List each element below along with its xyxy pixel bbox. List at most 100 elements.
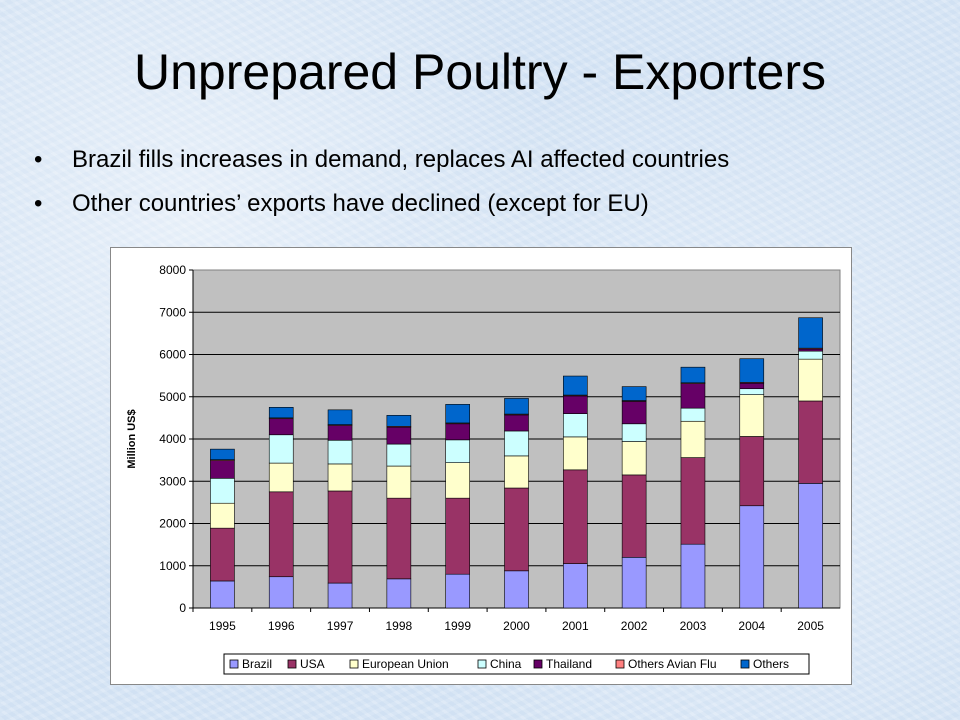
bar-segment bbox=[210, 448, 235, 461]
bar-segment bbox=[504, 487, 529, 572]
legend-swatch bbox=[477, 659, 487, 669]
bar-segment bbox=[327, 439, 353, 465]
y-axis-label: Million US$ bbox=[126, 409, 138, 468]
x-tick-label: 2004 bbox=[738, 619, 765, 633]
x-tick-label: 1995 bbox=[209, 619, 236, 633]
bar-segment bbox=[739, 382, 765, 390]
legend-swatch bbox=[533, 659, 543, 669]
bar-segment bbox=[563, 375, 588, 396]
legend-swatch bbox=[229, 659, 239, 669]
bar-segment bbox=[739, 394, 765, 437]
bar-segment bbox=[386, 443, 412, 467]
bar-segment bbox=[621, 401, 647, 425]
bar-segment bbox=[210, 502, 235, 529]
x-tick-label: 2000 bbox=[503, 619, 530, 633]
bar-segment bbox=[621, 556, 647, 609]
bar-segment bbox=[798, 400, 823, 484]
bullet-item: • Other countries’ exports have declined… bbox=[30, 182, 955, 226]
x-tick-label: 2005 bbox=[797, 619, 824, 633]
bar-segment bbox=[268, 434, 294, 464]
legend-label: Thailand bbox=[546, 657, 592, 671]
bar-segment bbox=[445, 439, 470, 463]
bar-segment bbox=[680, 366, 706, 384]
bar-segment bbox=[386, 465, 412, 499]
y-tick-label: 5000 bbox=[159, 390, 186, 404]
bar-segment bbox=[563, 436, 588, 471]
bar-segment bbox=[268, 418, 294, 436]
bar-segment bbox=[327, 425, 353, 441]
bar-segment bbox=[621, 423, 647, 442]
y-tick-label: 3000 bbox=[159, 474, 186, 488]
bullet-text: Other countries’ exports have declined (… bbox=[72, 190, 649, 217]
bar-segment bbox=[268, 576, 294, 609]
y-tick-label: 6000 bbox=[159, 348, 186, 362]
chart-container: 0 1000 2000 3000 4000 5000 6000 7000 8000 Million… bbox=[110, 247, 852, 685]
bullet-text: Brazil fills increases in demand, replac… bbox=[72, 146, 730, 173]
legend-label: China bbox=[490, 657, 522, 671]
bar-segment bbox=[798, 358, 823, 402]
bar-segment bbox=[386, 497, 412, 580]
legend-label: USA bbox=[300, 657, 325, 671]
bar-segment bbox=[268, 407, 294, 419]
bar-segment bbox=[563, 413, 588, 438]
bar-segment bbox=[680, 543, 706, 609]
bar-segment bbox=[798, 350, 823, 360]
bar-segment bbox=[445, 462, 470, 499]
bar-segment bbox=[327, 409, 353, 425]
legend-swatch bbox=[615, 659, 625, 669]
bar-segment bbox=[621, 441, 647, 476]
bar-segment bbox=[386, 415, 412, 427]
y-tick-label: 1000 bbox=[159, 559, 186, 573]
bar-segment bbox=[680, 420, 706, 458]
legend-swatch bbox=[740, 659, 750, 669]
bar-segment bbox=[445, 497, 470, 575]
bar-segment bbox=[739, 505, 765, 609]
legend-label: Brazil bbox=[242, 657, 272, 671]
bar-segment bbox=[680, 383, 706, 409]
bullet-list: • Brazil fills increases in demand, repl… bbox=[30, 138, 955, 226]
bar-segment bbox=[739, 436, 765, 507]
x-tick-label: 2002 bbox=[621, 619, 648, 633]
bullet-glyph: • bbox=[34, 146, 43, 173]
bar-segment bbox=[739, 358, 765, 383]
bar-segment bbox=[268, 462, 294, 493]
legend-swatch bbox=[287, 659, 297, 669]
bar-segment bbox=[504, 414, 529, 432]
bar-segment bbox=[798, 317, 823, 349]
y-tick-label: 0 bbox=[179, 601, 186, 615]
bar-segment bbox=[680, 407, 706, 422]
bar-segment bbox=[327, 463, 353, 492]
legend-label: Others Avian Flu bbox=[628, 657, 717, 671]
bar-segment bbox=[210, 527, 235, 582]
bar-segment bbox=[563, 563, 588, 609]
x-tick-label: 1997 bbox=[327, 619, 354, 633]
x-tick-label: 1996 bbox=[268, 619, 295, 633]
bar-segment bbox=[798, 483, 823, 609]
bar-segment bbox=[680, 457, 706, 545]
y-tick-label: 7000 bbox=[159, 305, 186, 319]
bar-segment bbox=[563, 469, 588, 564]
bar-segment bbox=[386, 426, 412, 445]
bar-segment bbox=[386, 578, 412, 609]
bar-segment bbox=[327, 582, 353, 609]
bullet-glyph: • bbox=[34, 190, 43, 217]
bullet-item: • Brazil fills increases in demand, repl… bbox=[30, 138, 955, 182]
slide-title: Unprepared Poultry - Exporters bbox=[134, 44, 826, 100]
bar-segment bbox=[268, 491, 294, 578]
x-tick-label: 1999 bbox=[444, 619, 471, 633]
legend-label: European Union bbox=[362, 657, 449, 671]
y-tick-label: 4000 bbox=[159, 432, 186, 446]
bar-segment bbox=[504, 398, 529, 415]
bar-segment bbox=[563, 395, 588, 414]
bar-segment bbox=[504, 455, 529, 489]
bar-segment bbox=[504, 430, 529, 457]
bar-segment bbox=[210, 460, 235, 479]
bar-segment bbox=[445, 404, 470, 424]
legend-swatch bbox=[349, 659, 359, 669]
bar-segment bbox=[445, 573, 470, 609]
bar-segment bbox=[504, 570, 529, 609]
y-tick-label: 8000 bbox=[159, 263, 186, 277]
bar-segment bbox=[210, 580, 235, 609]
x-tick-label: 2001 bbox=[562, 619, 589, 633]
bar-segment bbox=[621, 386, 647, 401]
